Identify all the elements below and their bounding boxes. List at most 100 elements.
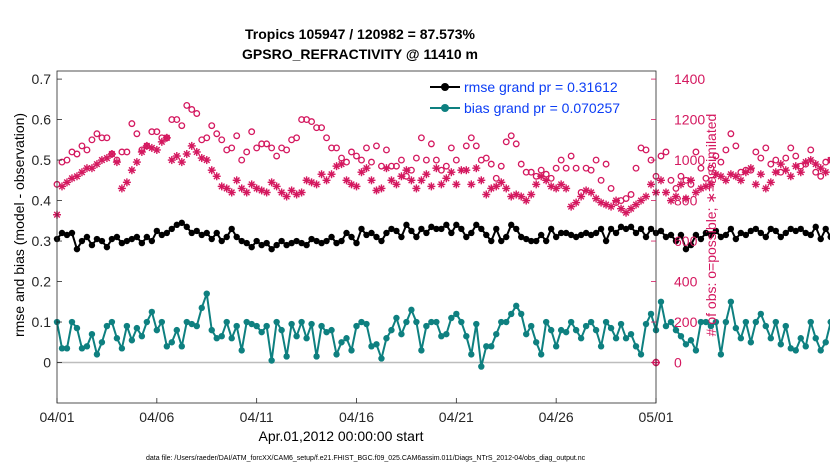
bias-point xyxy=(438,332,445,340)
bias-point xyxy=(627,330,635,338)
asterisk-stroke xyxy=(163,134,171,142)
x-tick-label: 05/01 xyxy=(638,409,673,425)
bias-point xyxy=(398,330,405,338)
rmse-point xyxy=(73,245,81,253)
asterisk-stroke xyxy=(602,201,610,208)
possible-obs-point xyxy=(657,152,665,160)
asterisk-stroke xyxy=(383,164,390,172)
possible-obs-point xyxy=(383,146,390,154)
assimilated-obs-point xyxy=(647,180,656,189)
bias-point xyxy=(518,310,525,318)
possible-obs-point xyxy=(283,146,291,154)
rmse-point xyxy=(797,225,804,233)
possible-obs-point xyxy=(397,156,405,164)
rmse-point xyxy=(657,227,665,235)
assimilated-obs-point xyxy=(761,184,770,193)
assimilated-obs-point xyxy=(127,166,136,175)
asterisk-stroke xyxy=(413,185,420,192)
rmse-point xyxy=(478,225,485,233)
possible-obs-point xyxy=(123,148,131,156)
asterisk-stroke xyxy=(408,177,415,184)
rmse-point xyxy=(622,225,630,233)
rmse-point xyxy=(378,237,385,245)
rmse-point xyxy=(717,233,725,241)
possible-obs-point xyxy=(712,152,720,160)
assimilated-obs-point xyxy=(472,164,481,173)
bias-point xyxy=(133,324,141,332)
rmse-point xyxy=(128,235,136,243)
rmse-point xyxy=(98,237,106,245)
legend-rmse-label: rmse grand pr = 0.31612 xyxy=(464,79,618,95)
rmse-point xyxy=(68,229,76,237)
asterisk-stroke xyxy=(682,195,690,202)
assimilated-obs-point xyxy=(492,182,501,191)
rmse-point xyxy=(288,239,295,247)
rmse-point xyxy=(198,231,205,239)
asterisk-stroke xyxy=(328,170,335,178)
bias-point xyxy=(98,339,106,346)
rmse-point xyxy=(438,225,445,233)
asterisk-stroke xyxy=(128,166,136,174)
asterisk-stroke xyxy=(388,177,395,184)
rmse-point xyxy=(782,229,789,237)
possible-obs-point xyxy=(482,154,490,162)
asterisk-stroke xyxy=(113,158,121,166)
possible-obs-point xyxy=(722,146,730,154)
bias-point xyxy=(702,318,710,326)
bias-point xyxy=(218,332,225,340)
possible-obs-point xyxy=(567,152,575,160)
y-right-tick-label: 1400 xyxy=(674,71,705,87)
possible-obs-point xyxy=(178,122,186,130)
possible-obs-point xyxy=(752,148,760,156)
rmse-point xyxy=(537,231,545,239)
possible-obs-point xyxy=(417,134,425,142)
y-axis-right: 0 200 400 600 800 1000 1200 1400 xyxy=(651,71,705,371)
rmse-point xyxy=(642,233,650,241)
rmse-point xyxy=(498,237,505,245)
possible-obs-point xyxy=(762,144,770,152)
bias-point xyxy=(642,320,650,328)
bias-point xyxy=(473,320,480,328)
bias-point xyxy=(403,318,410,326)
assimilated-obs-point xyxy=(706,180,715,189)
rmse-point xyxy=(273,241,280,249)
bias-point xyxy=(782,322,789,330)
asterisk-stroke xyxy=(707,181,715,188)
assimilated-obs-point xyxy=(786,172,795,181)
rmse-point xyxy=(792,227,799,235)
bias-point xyxy=(667,318,675,326)
bias-point xyxy=(118,345,126,352)
rmse-point xyxy=(473,221,480,229)
possible-obs-point xyxy=(432,156,440,164)
asterisk-stroke xyxy=(368,177,375,184)
asterisk-stroke xyxy=(463,166,470,174)
assimilated-obs-point xyxy=(771,168,780,177)
bias-point xyxy=(103,322,111,330)
asterisk-stroke xyxy=(727,170,735,178)
possible-obs-point xyxy=(622,195,630,202)
bias-point xyxy=(602,318,610,326)
assimilated-obs-point xyxy=(117,184,126,193)
rmse-point xyxy=(597,225,605,233)
asterisk-stroke xyxy=(517,193,525,200)
bias-point xyxy=(443,330,450,338)
asterisk-stroke xyxy=(148,144,156,152)
rmse-point xyxy=(617,223,625,231)
rmse-point xyxy=(712,227,720,235)
y-right-tick-label: 400 xyxy=(674,274,698,290)
rmse-point xyxy=(388,225,395,233)
bias-point xyxy=(478,363,485,370)
rmse-point xyxy=(168,225,176,233)
asterisk-stroke xyxy=(438,181,445,188)
rmse-point xyxy=(667,231,675,239)
rmse-point xyxy=(263,239,270,247)
bias-point xyxy=(528,322,535,330)
assimilated-obs-point xyxy=(152,145,161,154)
rmse-point xyxy=(313,237,320,245)
bias-point xyxy=(508,310,515,318)
rmse-point xyxy=(672,237,680,245)
assimilated-obs-point xyxy=(826,156,830,164)
bias-point xyxy=(542,318,550,326)
asterisk-stroke xyxy=(183,150,191,158)
assimilated-obs-point xyxy=(736,176,745,185)
